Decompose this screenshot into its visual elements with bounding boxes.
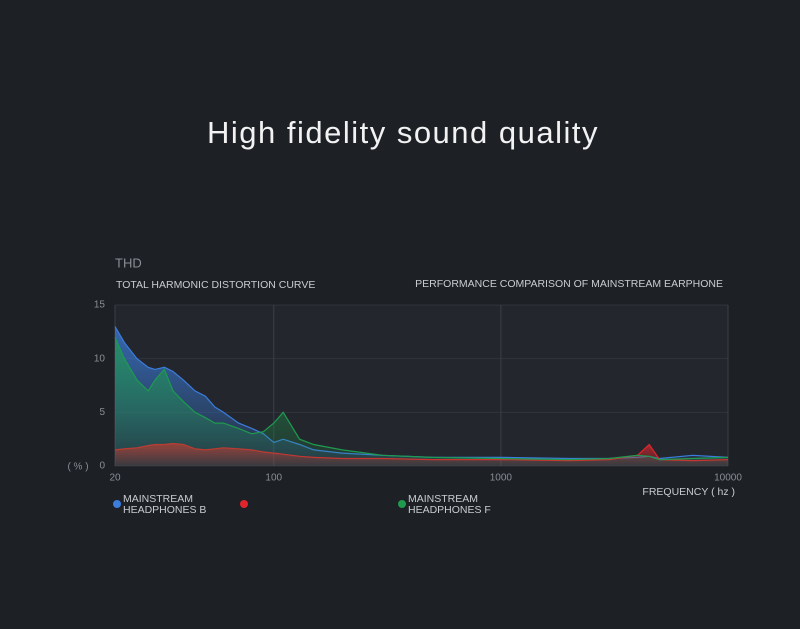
chart-title: THD [115, 255, 142, 270]
x-axis-label: FREQUENCY ( hz ) [642, 486, 735, 498]
x-tick-label: 10000 [714, 473, 742, 484]
legend-marker [240, 500, 248, 508]
chart-annotation: PERFORMANCE COMPARISON OF MAINSTREAM EAR… [415, 278, 723, 290]
y-tick-label: 15 [94, 300, 106, 311]
x-tick-label: 100 [265, 473, 282, 484]
x-tick-label: 1000 [490, 473, 513, 484]
y-tick-label: 5 [99, 407, 105, 418]
legend-label: MAINSTREAM HEADPHONES F [408, 493, 491, 516]
y-tick-label: 0 [99, 461, 105, 472]
legend-label: MAINSTREAM HEADPHONES B [123, 493, 207, 516]
page-title: High fidelity sound quality [207, 115, 599, 150]
line [114, 336, 729, 461]
legend-marker [113, 500, 121, 508]
chart-subtitle: TOTAL HARMONIC DISTORTION CURVE [116, 279, 315, 291]
plot-area: 0 5 10 15 20 100 1000 10000 [94, 300, 742, 484]
y-tick-label: 10 [94, 353, 106, 364]
x-tick-label: 20 [109, 473, 121, 484]
y-axis-label: ( % ) [67, 462, 88, 473]
area [115, 337, 728, 466]
legend-marker [398, 500, 406, 508]
